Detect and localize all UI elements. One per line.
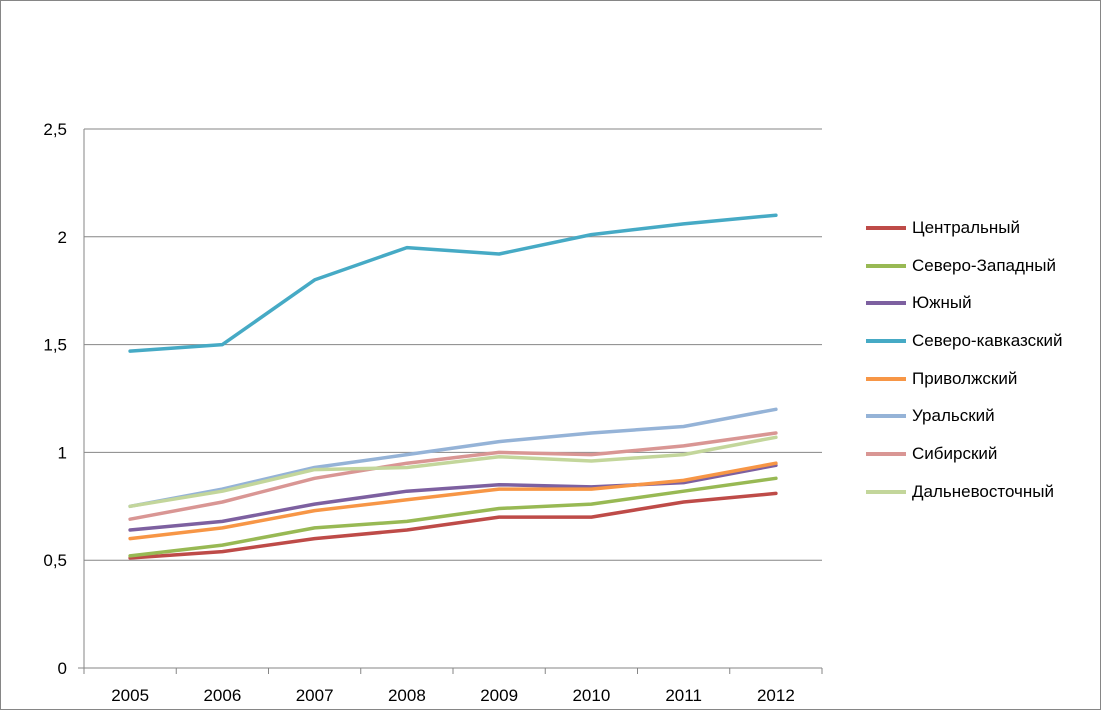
series-line-2 — [128, 463, 778, 532]
legend-label: Сибирский — [912, 443, 998, 463]
series-line-3 — [128, 213, 778, 353]
legend-swatch — [866, 489, 906, 494]
legend-swatch — [866, 451, 906, 456]
series-line-1 — [128, 476, 778, 558]
legend-swatch — [866, 263, 906, 268]
legend: Центральный Северо-Западный Южный Северо-ка… — [866, 209, 1063, 511]
legend-swatch — [866, 338, 906, 343]
x-tick-label: 2012 — [757, 686, 795, 705]
legend-label: Дальневосточный — [912, 481, 1055, 501]
legend-item: Северо-Западный — [866, 247, 1063, 285]
legend-swatch — [866, 414, 906, 419]
y-tick-label: 2,5 — [43, 120, 67, 139]
legend-label: Северо-Западный — [912, 255, 1057, 275]
legend-item: Южный — [866, 284, 1063, 322]
y-tick-label: 1,5 — [43, 336, 67, 355]
legend-label: Северо-кавказский — [912, 330, 1063, 350]
x-tick-label: 2005 — [111, 686, 149, 705]
legend-item: Дальневосточный — [866, 473, 1063, 511]
series-line-0 — [128, 491, 778, 560]
legend-label: Южный — [912, 293, 972, 313]
legend-item: Центральный — [866, 209, 1063, 247]
legend-item: Северо-кавказский — [866, 322, 1063, 360]
legend-label: Приволжский — [912, 368, 1018, 388]
legend-label: Уральский — [912, 406, 995, 426]
y-tick-label: 2 — [58, 228, 67, 247]
y-tick-label: 1 — [58, 443, 67, 462]
legend-swatch — [866, 376, 906, 381]
series-line-7 — [128, 435, 778, 509]
legend-item: Приволжский — [866, 360, 1063, 398]
x-tick-label: 2008 — [388, 686, 426, 705]
y-tick-label: 0,5 — [43, 551, 67, 570]
x-tick-label: 2009 — [480, 686, 518, 705]
legend-item: Уральский — [866, 397, 1063, 435]
y-tick-label: 0 — [58, 659, 67, 678]
legend-label: Центральный — [912, 217, 1020, 237]
legend-swatch — [866, 225, 906, 230]
x-tick-label: 2011 — [665, 686, 702, 705]
legend-item: Сибирский — [866, 435, 1063, 473]
series-line-4 — [128, 461, 778, 541]
x-tick-label: 2006 — [203, 686, 241, 705]
legend-swatch — [866, 301, 906, 306]
series-line-6 — [128, 431, 778, 521]
x-tick-label: 2010 — [572, 686, 610, 705]
x-tick-label: 2007 — [296, 686, 334, 705]
series-line-5 — [128, 407, 778, 509]
